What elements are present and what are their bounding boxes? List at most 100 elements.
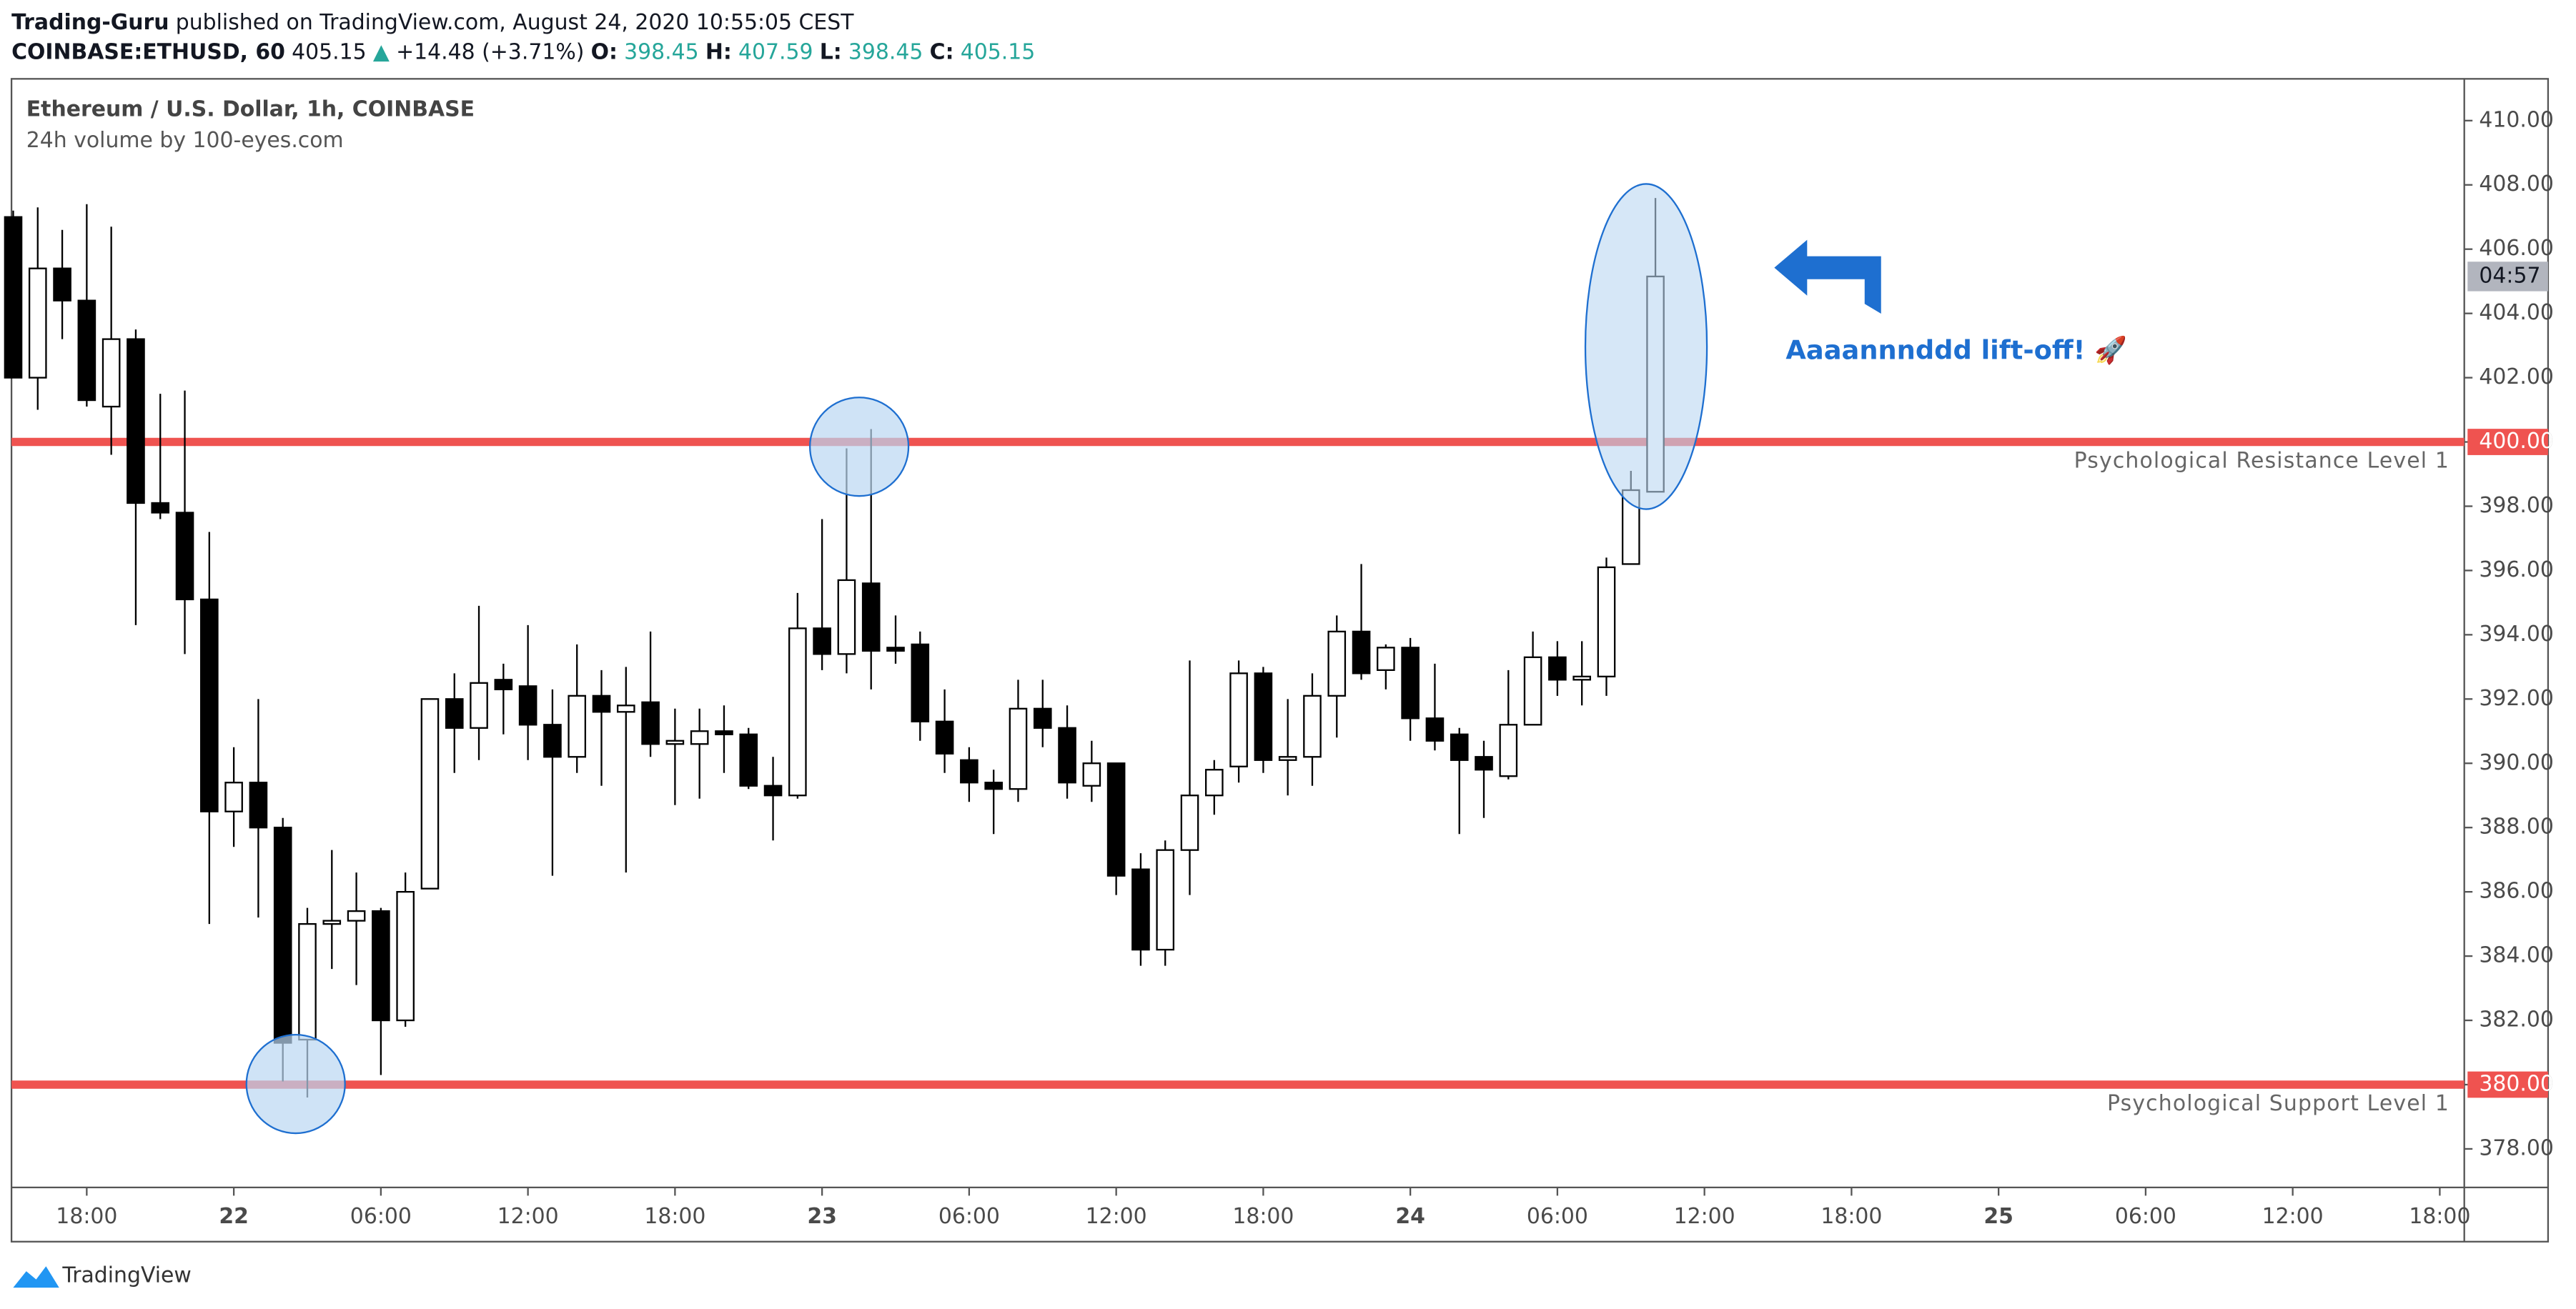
level-label: Psychological Support Level 1 (2107, 1091, 2449, 1116)
y-tick-label: 390.00 (2479, 750, 2554, 775)
candle-body (494, 679, 513, 690)
quote-item: +14.48 (+3.71%) (396, 39, 584, 64)
candle-body (1033, 707, 1052, 729)
countdown: 04:57 (2479, 263, 2540, 288)
quote-item: 398.45 (624, 39, 699, 64)
candle-body (935, 720, 954, 755)
candle-body (837, 579, 856, 655)
chart-title: Ethereum / U.S. Dollar, 1h, COINBASE (26, 97, 475, 122)
candle-body (592, 695, 611, 713)
x-tick-label: 18:00 (1232, 1204, 1294, 1229)
quote-item: 405.15 (292, 39, 367, 64)
candle-body (1523, 656, 1542, 726)
candle-body (101, 338, 121, 408)
candle-body (1597, 566, 1616, 677)
y-tick-label: 408.00 (2479, 171, 2554, 196)
candle-body (568, 695, 587, 758)
publish-line: Trading-Guru published on TradingView.com… (11, 10, 854, 35)
level-price-box (2467, 1071, 2548, 1098)
quote-item: L: (820, 39, 842, 64)
chart-subtitle: 24h volume by 100-eyes.com (26, 128, 344, 153)
y-tick-label: 384.00 (2479, 943, 2554, 968)
candle-body (1082, 762, 1101, 787)
level-price-label: 380.00 (2479, 1071, 2554, 1096)
x-tick-label: 12:00 (497, 1204, 559, 1229)
candle-body (886, 647, 905, 652)
footer-brand: TradingView (61, 1263, 192, 1288)
candle-body (1401, 647, 1420, 720)
candle-body (690, 730, 709, 745)
level-label: Psychological Resistance Level 1 (2074, 449, 2449, 474)
candle-body (175, 512, 194, 601)
candle-body (1254, 672, 1273, 761)
candle-body (1009, 707, 1028, 790)
x-tick-label: 24 (1395, 1204, 1425, 1229)
candle-body (1303, 695, 1322, 758)
y-tick-label: 410.00 (2479, 107, 2554, 132)
y-tick-label: 396.00 (2479, 557, 2554, 582)
x-tick-label: 06:00 (350, 1204, 412, 1229)
candle-body (1156, 849, 1175, 951)
author: Trading-Guru (11, 10, 169, 35)
candle-body (347, 910, 366, 922)
logo-icon (13, 1266, 59, 1288)
quote-item: 398.45 (848, 39, 923, 64)
candle-body (420, 698, 440, 890)
published: published on TradingView.com, August 24,… (176, 10, 854, 35)
candle-body (1180, 795, 1199, 851)
quote-item: 405.15 (961, 39, 1036, 64)
x-tick-label: 23 (807, 1204, 837, 1229)
candle-body (200, 598, 219, 812)
x-tick-label: 12:00 (2262, 1204, 2324, 1229)
candle-body (1131, 868, 1150, 951)
candle-body (960, 759, 979, 784)
highlight-circle (808, 397, 910, 497)
arrow (1774, 239, 1881, 314)
candle-body (53, 267, 71, 302)
x-tick-label: 12:00 (1674, 1204, 1735, 1229)
y-tick-label: 398.00 (2479, 493, 2554, 518)
quote-item: H: (705, 39, 732, 64)
y-tick-label: 382.00 (2479, 1007, 2554, 1032)
x-tick-label: 18:00 (56, 1204, 117, 1229)
y-tick-label: 388.00 (2479, 815, 2554, 840)
candle-body (616, 705, 635, 713)
x-tick-label: 12:00 (1086, 1204, 1147, 1229)
quote-item: 407.59 (738, 39, 813, 64)
x-tick-label: 18:00 (1820, 1204, 1882, 1229)
quote-item: O: (591, 39, 618, 64)
candle-body (298, 922, 317, 1041)
candle-body (1475, 756, 1493, 771)
y-tick-label: 378.00 (2479, 1135, 2554, 1160)
candle-body (224, 782, 243, 812)
y-tick-label: 402.00 (2479, 364, 2554, 389)
candle-body (788, 627, 807, 797)
level-price-box (2467, 429, 2548, 455)
candle-body (445, 698, 464, 729)
candle-body (813, 627, 831, 655)
candle-body (1058, 727, 1076, 784)
quote-line: COINBASE:ETHUSD, 60 405.15 ▲ +14.48 (+3.71%… (11, 39, 1035, 64)
candle-body (715, 730, 733, 735)
plot: Psychological Resistance Level 1 Psycholo… (4, 198, 2464, 1116)
candle-body (28, 267, 47, 379)
x-tick-label: 06:00 (938, 1204, 1000, 1229)
annotation: Aaaannnddd lift-off! 🚀 (1785, 334, 2127, 365)
candle-body (543, 724, 562, 758)
candle-body (763, 785, 783, 797)
x-tick-label: 25 (1983, 1204, 2013, 1229)
candle-body (151, 502, 170, 514)
candle-body (1572, 675, 1591, 681)
candle-body (322, 920, 342, 925)
y-tick-label: 394.00 (2479, 622, 2554, 647)
candle-body (984, 782, 1003, 790)
candle-body (1229, 672, 1248, 767)
countdown-box (2467, 262, 2548, 292)
candle-body (249, 782, 268, 829)
candle-body (127, 338, 145, 504)
candle-body (470, 682, 488, 729)
candle-body (4, 216, 23, 379)
candle-body (665, 740, 685, 745)
